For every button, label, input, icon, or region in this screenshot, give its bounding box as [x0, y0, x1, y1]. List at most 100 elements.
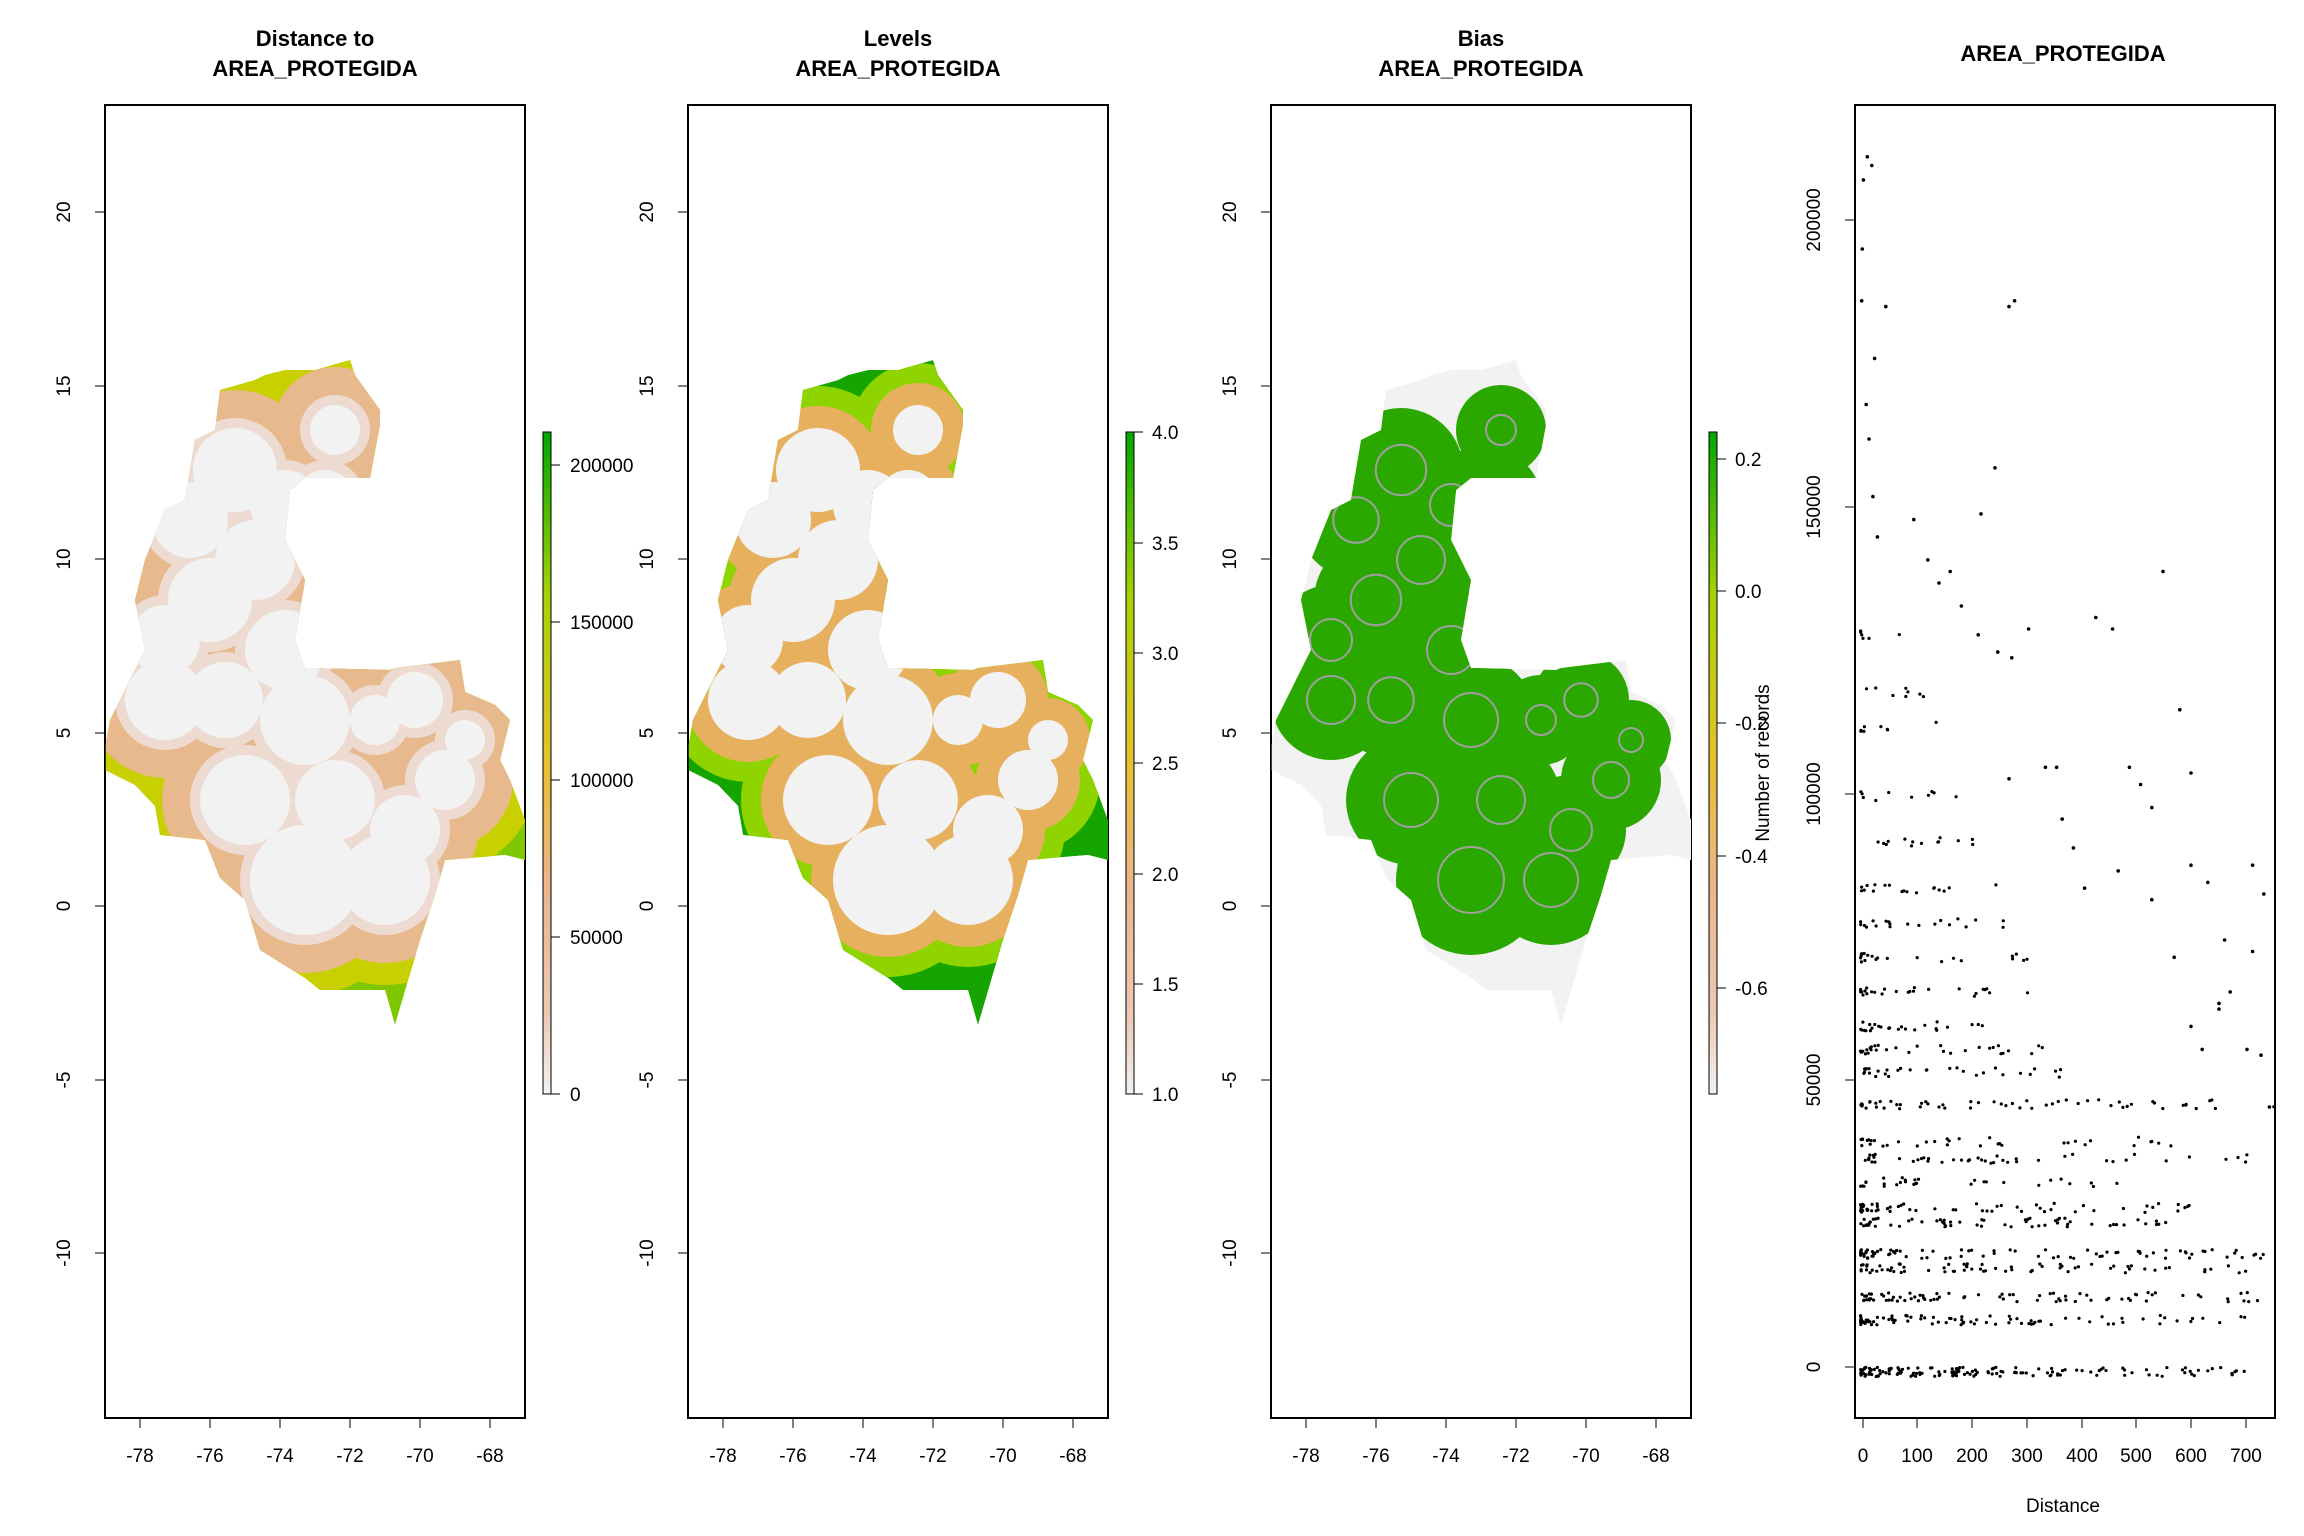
scatter-point — [2138, 782, 2143, 787]
scatter-point — [2125, 1104, 2129, 1108]
scatter-point — [1912, 986, 1916, 990]
level-1-zone — [893, 405, 943, 455]
scatter-point — [1904, 694, 1908, 699]
scatter-point — [1909, 1297, 1913, 1301]
scatter-point — [1947, 1291, 1951, 1295]
scatter-point — [2068, 1220, 2072, 1224]
x-tick-label: -70 — [1572, 1446, 1599, 1467]
scatter-point — [1942, 889, 1946, 893]
protected-area-outline — [1476, 775, 1526, 825]
scatter-point — [1865, 1048, 1869, 1052]
scatter-point — [1865, 883, 1869, 888]
scatter-point — [1861, 636, 1865, 641]
scatter-point — [1929, 1298, 1933, 1302]
scatter-point — [1975, 1318, 1979, 1322]
scatter-point — [1935, 1219, 1939, 1223]
scatter-point — [1860, 952, 1864, 956]
scatter-point — [2000, 1143, 2004, 1147]
scatter-point — [1951, 1158, 1956, 1162]
scatter-point — [2226, 1297, 2230, 1301]
scatter-point — [2007, 1321, 2011, 1325]
scatter-point — [1956, 839, 1960, 843]
scatter-point — [1885, 1068, 1889, 1072]
scatter-point — [1876, 1249, 1880, 1253]
scatter-point — [2217, 1007, 2221, 1011]
scatter-point — [2008, 1248, 2012, 1252]
scatter-point — [2006, 1049, 2011, 1053]
scatter-point — [1882, 987, 1887, 991]
scatter-point — [2049, 1178, 2053, 1182]
scatter-point — [1988, 1136, 1992, 1140]
protected-area-outline — [1549, 808, 1593, 852]
scatter-point — [2189, 1319, 2193, 1324]
scatter-point — [2255, 1299, 2260, 1303]
scatter-point — [2064, 1316, 2068, 1320]
scatter-point — [2164, 1248, 2168, 1252]
scatter-point — [1963, 1295, 1967, 1299]
colorbar-tick-label: 200000 — [570, 456, 633, 477]
scatter-point — [1979, 512, 1983, 516]
scatter-point — [2060, 1264, 2064, 1268]
scatter-point — [1884, 1371, 1888, 1375]
scatter-point — [1867, 1298, 1871, 1302]
scatter-point — [1911, 840, 1915, 844]
scatter-point — [2121, 1105, 2125, 1109]
scatter-point — [1927, 1268, 1931, 1273]
scatter-point — [1903, 1298, 1907, 1303]
scatter-point — [2150, 1139, 2154, 1144]
protected-area — [295, 470, 355, 530]
scatter-point — [1873, 1044, 1877, 1048]
scatter-point — [2234, 1369, 2238, 1373]
protected-area-outline — [1525, 704, 1557, 736]
scatter-point — [2160, 1374, 2164, 1378]
x-tick-label: -68 — [1642, 1446, 1669, 1467]
scatter-point — [1978, 1144, 1982, 1148]
scatter-point — [1872, 1298, 1876, 1302]
protected-area-outline — [1383, 772, 1439, 828]
scatter-point — [1870, 163, 1874, 168]
scatter-point — [2203, 1268, 2207, 1272]
scatter-point — [1996, 1142, 2000, 1146]
x-tick-label: -74 — [849, 1446, 877, 1467]
scatter-point — [1976, 1293, 1981, 1297]
scatter-point — [1875, 1365, 1879, 1370]
x-tick-label: -70 — [406, 1446, 433, 1467]
colorbar-tick-label: 0 — [570, 1085, 581, 1106]
scatter-point — [1943, 1369, 1947, 1374]
colorbar-tick-label: 2.0 — [1152, 865, 1178, 886]
scatter-point — [2147, 1373, 2151, 1377]
scatter-point — [1871, 1153, 1875, 1157]
scatter-point — [1898, 1369, 1902, 1373]
scatter-point — [1864, 1029, 1868, 1033]
scatter-point — [1924, 1140, 1928, 1144]
scatter-point — [2150, 805, 2154, 810]
scatter-point — [2072, 1256, 2076, 1260]
y-tick-label: 10 — [54, 548, 75, 569]
scatter-point — [1913, 1028, 1917, 1032]
scatter-point — [2254, 1252, 2258, 1256]
scatter-point — [2015, 1160, 2019, 1164]
level-1-zone — [913, 545, 983, 615]
scatter-point — [1937, 1370, 1941, 1374]
scatter-point — [2176, 1209, 2180, 1213]
scatter-point — [2230, 1371, 2234, 1376]
scatter-point — [2051, 1256, 2056, 1260]
panel-levels-title-line2: AREA_PROTEGIDA — [795, 56, 1000, 81]
scatter-point — [1990, 1372, 1994, 1376]
scatter-point — [1920, 1101, 1924, 1105]
colorbar-tick-label: 1.5 — [1152, 975, 1178, 996]
panel-levels-y-axis: -10 -5 0 5 10 15 20 — [637, 201, 689, 1267]
scatter-point — [1948, 1316, 1952, 1320]
scatter-point — [2210, 1098, 2214, 1102]
scatter-point — [1870, 1160, 1874, 1164]
scatter-point — [1892, 1269, 1896, 1274]
scatter-point — [1917, 923, 1921, 928]
scatter-point — [1872, 356, 1877, 361]
scatter-point — [2247, 1300, 2251, 1304]
scatter-point — [1870, 1268, 1874, 1272]
scatter-point — [1878, 1368, 1882, 1373]
scatter-point — [2009, 1225, 2013, 1229]
scatter-point — [1887, 1026, 1891, 1030]
scatter-point — [1881, 1144, 1885, 1148]
x-tick-label: -72 — [336, 1446, 363, 1467]
